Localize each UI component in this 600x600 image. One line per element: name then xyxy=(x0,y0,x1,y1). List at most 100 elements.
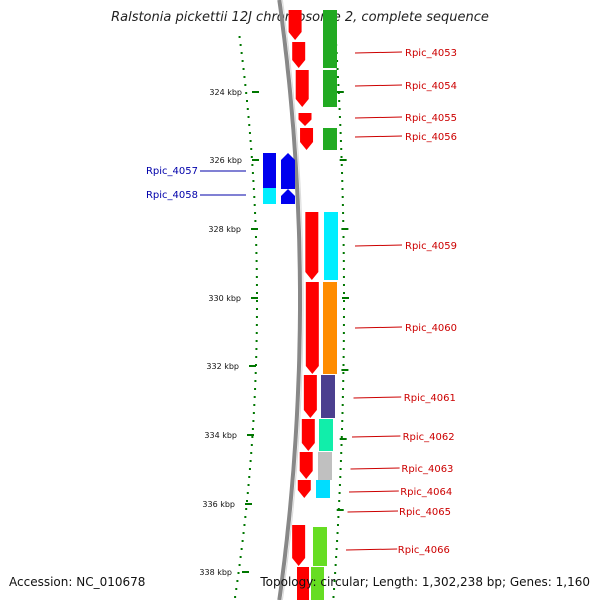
right-tick-dot xyxy=(338,500,341,502)
cog-category-box xyxy=(313,527,327,566)
right-tick-mark xyxy=(341,228,349,230)
right-tick-dot xyxy=(341,172,344,174)
right-tick-dot xyxy=(340,148,343,150)
scale-tick-label: 338 kbp xyxy=(199,568,232,577)
forward-gene-arrow xyxy=(303,375,317,418)
right-tick-dot xyxy=(340,164,343,166)
gene-label-rpic-4058: Rpic_4058 xyxy=(146,190,198,201)
left-tick-dot xyxy=(246,500,248,502)
gene-label-rpic-4060: Rpic_4060 xyxy=(405,323,457,334)
right-tick-dot xyxy=(333,588,336,590)
reverse-gene-arrow xyxy=(281,153,295,189)
label-leader-line xyxy=(353,396,402,399)
left-tick-dot xyxy=(244,516,247,518)
right-tick-dot xyxy=(342,292,345,294)
left-tick-dot xyxy=(237,572,240,574)
right-tick-dot xyxy=(342,276,345,278)
right-tick-dot xyxy=(342,308,345,310)
forward-gene-arrow xyxy=(288,10,302,40)
forward-gene-arrow xyxy=(305,212,319,280)
left-tick-dot xyxy=(254,380,257,382)
label-leader-line xyxy=(351,435,401,438)
right-tick-dot xyxy=(339,476,342,478)
left-tick-dot xyxy=(238,564,241,566)
cog-category-box xyxy=(324,212,338,280)
scale-tick-label: 330 kbp xyxy=(208,294,241,303)
left-tick-dot xyxy=(254,388,257,390)
label-leader-line xyxy=(354,135,403,138)
left-tick-dot xyxy=(255,316,258,318)
right-tick-dot xyxy=(332,596,335,598)
left-tick-dot xyxy=(252,412,255,414)
left-tick-dot xyxy=(246,108,249,110)
left-tick-dot xyxy=(239,556,242,558)
gene-label-rpic-4063: Rpic_4063 xyxy=(401,464,453,475)
right-tick-dot xyxy=(338,108,341,110)
right-tick-dot xyxy=(342,388,345,390)
left-tick-dot xyxy=(251,436,254,438)
scale-tick-mark xyxy=(242,571,249,573)
forward-gene-arrow xyxy=(297,567,309,600)
gene-label-rpic-4056: Rpic_4056 xyxy=(405,132,457,143)
left-tick-dot xyxy=(252,420,255,422)
right-tick-dot xyxy=(341,180,344,182)
gene-label-rpic-4066: Rpic_4066 xyxy=(398,545,450,556)
cog-category-box xyxy=(321,375,335,418)
forward-gene-arrow xyxy=(297,480,311,498)
scale-tick-label: 332 kbp xyxy=(206,362,239,371)
cog-category-box xyxy=(319,419,333,451)
left-tick-dot xyxy=(250,156,253,158)
forward-gene-arrow xyxy=(301,419,315,451)
left-tick-dot xyxy=(245,508,248,510)
backbone-shadow xyxy=(281,0,304,600)
left-tick-dot xyxy=(241,60,244,62)
gene-label-rpic-4061: Rpic_4061 xyxy=(404,393,456,404)
right-tick-dot xyxy=(334,564,337,566)
right-tick-dot xyxy=(340,452,343,454)
reverse-gene-arrow xyxy=(263,153,276,188)
gene-label-rpic-4062: Rpic_4062 xyxy=(403,432,455,443)
reverse-strand-genes xyxy=(263,153,295,204)
right-tick-dot xyxy=(336,532,339,534)
gene-label-rpic-4064: Rpic_4064 xyxy=(400,487,452,498)
right-tick-dot xyxy=(339,132,342,134)
label-leader-line xyxy=(347,510,399,513)
scale-tick-mark xyxy=(251,228,258,230)
left-tick-dot xyxy=(255,324,258,326)
left-tick-dot xyxy=(243,76,246,78)
right-tick-dot xyxy=(342,356,345,358)
left-tick-dot xyxy=(255,244,258,246)
left-tick-dot xyxy=(251,428,254,430)
right-tick-dot xyxy=(342,220,345,222)
scale-tick-mark xyxy=(251,297,258,299)
left-tick-dot xyxy=(255,332,258,334)
right-tick-dot xyxy=(341,196,344,198)
cog-category-box xyxy=(323,42,337,68)
forward-gene-arrow xyxy=(300,128,314,150)
left-tick-dot xyxy=(256,300,258,302)
left-tick-dot xyxy=(255,260,258,262)
gene-label-rpic-4059: Rpic_4059 xyxy=(405,241,457,252)
left-tick-dot xyxy=(248,468,251,470)
gene-label-rpic-4057: Rpic_4057 xyxy=(146,166,198,177)
right-tick-dot xyxy=(333,580,336,582)
right-tick-dot xyxy=(340,436,343,438)
left-tick-dot xyxy=(248,476,251,478)
gene-label-rpic-4065: Rpic_4065 xyxy=(399,507,451,518)
right-tick-dot xyxy=(342,364,345,366)
left-tick-dot xyxy=(255,348,258,350)
left-tick-dot xyxy=(254,372,257,374)
forward-strand-genes xyxy=(288,10,338,600)
left-tick-dot xyxy=(247,484,250,486)
right-tick-dot xyxy=(341,420,344,422)
cog-category-box xyxy=(323,70,337,107)
right-tick-dot xyxy=(336,540,339,542)
accession-label: Accession: NC_010678 xyxy=(9,575,146,589)
scale-tick-label: 326 kbp xyxy=(209,156,242,165)
left-tick-dot xyxy=(253,204,256,206)
left-tick-dot xyxy=(240,548,243,550)
label-leader-line xyxy=(354,326,403,329)
left-tick-dot xyxy=(251,164,254,166)
scale-tick-mark xyxy=(252,159,259,161)
scale-tick-label: 324 kbp xyxy=(209,88,242,97)
